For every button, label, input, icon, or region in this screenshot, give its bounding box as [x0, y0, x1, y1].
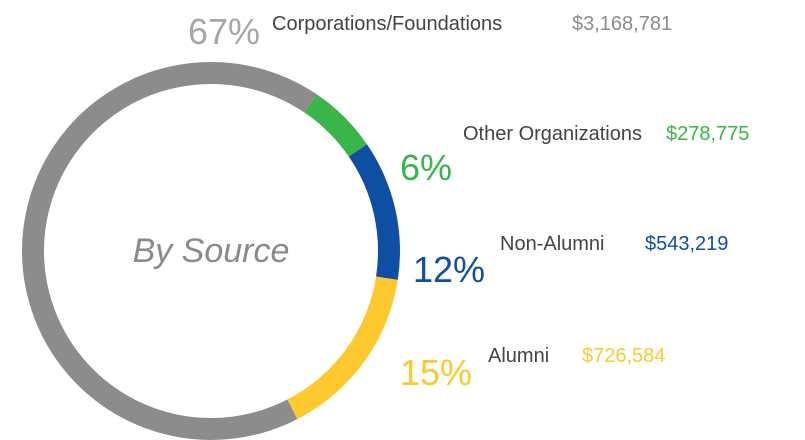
percent-label: 12%: [413, 249, 485, 290]
donut-segment: [348, 144, 401, 280]
amount-label: $3,168,781: [572, 13, 672, 35]
donut-segment: [287, 276, 398, 420]
donut-segment: [22, 62, 317, 440]
category-label: Alumni: [488, 345, 549, 367]
percent-label: 67%: [188, 11, 260, 52]
category-label: Corporations/Foundations: [272, 13, 502, 35]
category-label: Other Organizations: [463, 123, 642, 145]
percent-label: 15%: [400, 352, 472, 393]
amount-label: $543,219: [645, 233, 728, 255]
amount-label: $726,584: [582, 345, 665, 367]
amount-label: $278,775: [666, 123, 749, 145]
donut-segment: [304, 94, 367, 157]
category-label: Non-Alumni: [500, 233, 604, 255]
center-title: By Source: [133, 232, 290, 270]
percent-label: 6%: [400, 147, 452, 188]
